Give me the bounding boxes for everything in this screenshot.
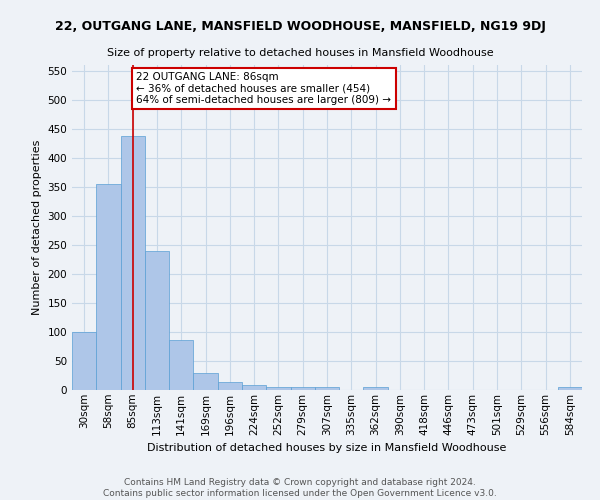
Bar	[315, 387, 339, 390]
Text: Contains HM Land Registry data © Crown copyright and database right 2024.
Contai: Contains HM Land Registry data © Crown c…	[103, 478, 497, 498]
Bar	[145, 252, 169, 390]
Bar	[364, 387, 388, 390]
Bar	[218, 382, 242, 390]
Bar	[266, 386, 290, 390]
Bar	[193, 373, 218, 390]
Bar	[558, 387, 582, 390]
Bar	[242, 385, 266, 390]
Bar	[72, 332, 96, 390]
X-axis label: Distribution of detached houses by size in Mansfield Woodhouse: Distribution of detached houses by size …	[148, 443, 506, 453]
Text: 22 OUTGANG LANE: 86sqm
← 36% of detached houses are smaller (454)
64% of semi-de: 22 OUTGANG LANE: 86sqm ← 36% of detached…	[136, 72, 391, 105]
Bar	[290, 387, 315, 390]
Bar	[96, 184, 121, 390]
Y-axis label: Number of detached properties: Number of detached properties	[32, 140, 42, 315]
Bar	[169, 340, 193, 390]
Text: 22, OUTGANG LANE, MANSFIELD WOODHOUSE, MANSFIELD, NG19 9DJ: 22, OUTGANG LANE, MANSFIELD WOODHOUSE, M…	[55, 20, 545, 33]
Bar	[121, 136, 145, 390]
Text: Size of property relative to detached houses in Mansfield Woodhouse: Size of property relative to detached ho…	[107, 48, 493, 58]
